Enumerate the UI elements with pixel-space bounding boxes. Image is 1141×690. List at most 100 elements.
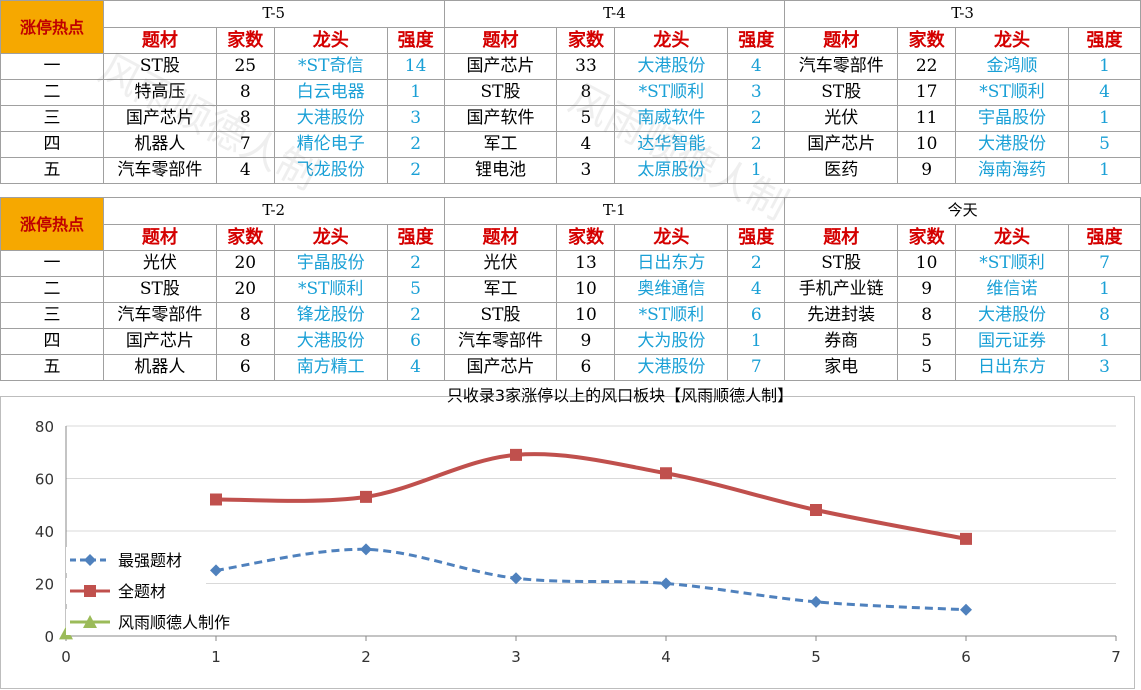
data-point [510,448,522,461]
topic-cell: 券商 [784,328,899,355]
series [59,448,972,640]
leader-stock-cell: *ST顺利 [955,250,1069,277]
y-tick-label: 60 [35,471,54,489]
leader-stock-cell: 精伦电子 [273,131,388,158]
table-row: 三国产芯片 8 大港股份 3 国产软件 5 南威软件 2 光伏 11 宇晶股份 1 [0,105,1141,132]
strength-cell: 14 [386,53,445,80]
table-row: 四国产芯片 8 大港股份 6 汽车零部件 9 大为股份 1 券商 5 国元证券 1 [0,328,1141,355]
rank-label: 一 [0,250,104,277]
leader-stock-cell: 大港股份 [273,328,388,355]
data-point [510,572,522,585]
strength-cell: 2 [386,250,445,277]
strength-cell: 3 [386,105,445,132]
strength-cell: 2 [727,105,786,132]
strength-cell: 2 [386,302,445,329]
column-header: 强度 [1067,223,1141,251]
topic-cell: ST股 [784,79,899,106]
count-cell: 5 [897,328,957,355]
count-cell: 17 [897,79,957,106]
legend-marker [84,554,96,566]
data-point [360,543,372,556]
strength-cell: 1 [727,328,786,355]
topic-cell: 光伏 [443,250,558,277]
column-header: 题材 [102,223,217,251]
leader-stock-cell: 日出东方 [955,354,1069,381]
column-header: 龙头 [614,223,729,251]
count-cell: 3 [556,157,616,184]
column-header-row: 题材 家数 龙头 强度 题材 家数 龙头 强度 题材 家数 龙头 强度 [1,26,1141,54]
topic-cell: 国产芯片 [102,328,217,355]
x-tick-label: 5 [811,648,821,666]
y-tick-label: 40 [35,523,54,541]
y-tick-label: 20 [35,576,54,594]
count-cell: 10 [897,131,957,158]
topic-cell: 光伏 [102,250,217,277]
topic-cell: 国产芯片 [443,53,558,80]
column-header: 家数 [556,26,616,54]
count-cell: 8 [215,79,275,106]
table-row: 二 ST股 20 *ST顺利 5 军工 10 奥维通信 4 手机产业链 9 维信诺 1 [0,276,1141,303]
topic-cell: 特高压 [102,79,217,106]
series-line [215,452,967,541]
leader-stock-cell: 白云电器 [273,79,388,106]
topic-cell: ST股 [443,79,558,106]
count-cell: 8 [556,79,616,106]
legend-marker [83,615,97,628]
strength-cell: 1 [386,79,445,106]
topic-cell: 汽车零部件 [102,302,217,329]
leader-stock-cell: 维信诺 [955,276,1069,303]
series-line [215,547,967,612]
topic-cell: 锂电池 [443,157,558,184]
strength-cell: 7 [1067,250,1141,277]
rank-label: 三 [0,105,104,132]
column-header: 家数 [897,223,957,251]
leader-stock-cell: 大港股份 [273,105,388,132]
strength-cell: 6 [727,302,786,329]
x-tick-label: 1 [211,648,221,666]
column-header: 题材 [443,223,558,251]
column-header: 家数 [897,26,957,54]
table-row: 一 ST股 25 *ST奇信 14 国产芯片 33 大港股份 4 汽车零部件 22 金鸿顺 1 [0,53,1141,80]
x-tick-label: 0 [61,648,71,666]
rank-label: 一 [0,53,104,80]
x-tick-label: 2 [361,648,371,666]
strength-cell: 1 [1068,157,1141,184]
strength-cell: 7 [727,354,786,381]
topic-cell: 家电 [784,354,899,381]
x-tick-label: 4 [661,648,671,666]
hot-topics-table-2: 涨停热点 T-2 T-1 今天 题材 家数 龙头 强度 题材 家数 龙头 强度 题材 家数 龙头 强度… [0,197,1141,381]
strength-cell: 2 [386,131,445,158]
data-point [810,595,822,608]
leader-stock-cell: 金鸿顺 [955,53,1069,80]
hot-topics-table-1: 涨停热点 T-5 T-4 T-3 题材 家数 龙头 强度 题材 家数 龙头 强度 题材 家数 龙头强… [0,0,1141,184]
topic-cell: 军工 [443,131,558,158]
column-header: 龙头 [955,223,1069,251]
data-point [960,603,972,616]
topic-cell: ST股 [102,53,217,80]
count-cell: 13 [556,250,616,277]
column-header: 家数 [556,223,616,251]
leader-stock-cell: 日出东方 [614,250,729,277]
strength-cell: 5 [1068,131,1141,158]
column-header: 题材 [784,26,899,54]
x-tick-label: 6 [961,648,971,666]
count-cell: 20 [215,276,275,303]
count-cell: 5 [556,105,616,132]
period-label: T-4 [443,0,786,28]
count-cell: 20 [215,250,275,277]
count-cell: 10 [556,276,616,303]
leader-stock-cell: 大港股份 [614,354,729,381]
series-1 [210,448,972,545]
data-point [210,564,222,577]
rank-label: 三 [0,302,104,329]
count-cell: 11 [897,105,957,132]
leader-stock-cell: 海南海药 [955,157,1069,184]
leader-stock-cell: 南方精工 [273,354,388,381]
count-cell: 9 [897,157,957,184]
leader-stock-cell: 宇晶股份 [955,105,1069,132]
leader-stock-cell: *ST顺利 [614,79,729,106]
axes: 0 20 40 60 80 0 1 2 3 4 5 6 7 [35,418,1121,666]
count-cell: 33 [556,53,616,80]
data-point [960,532,972,545]
topic-cell: 手机产业链 [784,276,899,303]
